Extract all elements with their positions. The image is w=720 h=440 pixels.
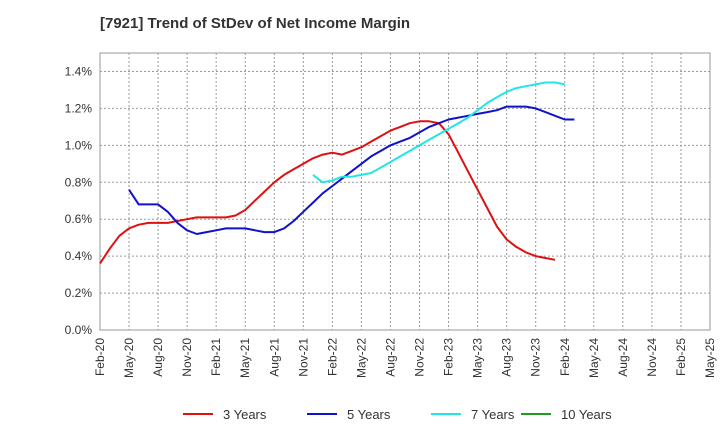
legend-label: 3 Years — [223, 407, 267, 422]
x-tick-label: Aug-21 — [267, 338, 281, 377]
series-line — [99, 120, 556, 265]
x-tick-label: Nov-24 — [645, 338, 659, 377]
x-tick-label: Feb-23 — [442, 338, 456, 376]
y-tick-label: 0.2% — [65, 286, 93, 300]
y-tick-label: 0.4% — [65, 249, 93, 263]
series-line — [128, 105, 575, 235]
x-tick-label: Feb-25 — [674, 338, 688, 376]
legend-label: 10 Years — [561, 407, 612, 422]
x-tick-label: Nov-20 — [180, 338, 194, 377]
x-tick-label: Feb-21 — [209, 338, 223, 376]
y-tick-label: 0.8% — [65, 175, 93, 189]
x-tick-label: Aug-24 — [616, 338, 630, 377]
y-tick-label: 1.2% — [65, 101, 93, 115]
legend: 3 Years 5 Years 7 Years 10 Years — [183, 407, 612, 422]
x-tick-label: Aug-22 — [383, 338, 397, 377]
y-axis: 0.0% 0.2% 0.4% 0.6% 0.8% 1.0% 1.2% 1.4% — [65, 64, 93, 337]
x-tick-label: Feb-20 — [93, 338, 107, 376]
x-tick-label: Nov-21 — [296, 338, 310, 377]
grid — [100, 53, 710, 330]
y-tick-label: 1.0% — [65, 138, 93, 152]
y-tick-label: 0.0% — [65, 323, 93, 337]
x-tick-label: May-25 — [703, 338, 717, 378]
series-lines — [99, 81, 575, 265]
plot-border — [99, 52, 711, 331]
x-tick-label: May-23 — [471, 338, 485, 378]
x-tick-label: May-20 — [122, 338, 136, 378]
x-axis: Feb-20 May-20 Aug-20 Nov-20 Feb-21 May-21 Aug-… — [93, 338, 717, 378]
x-tick-label: Nov-22 — [413, 338, 427, 377]
x-tick-label: May-21 — [238, 338, 252, 378]
y-tick-label: 0.6% — [65, 212, 93, 226]
chart-title: [7921] Trend of StDev of Net Income Marg… — [100, 15, 410, 32]
y-tick-label: 1.4% — [65, 64, 93, 78]
x-tick-label: Aug-23 — [500, 338, 514, 377]
x-tick-label: May-22 — [354, 338, 368, 378]
legend-label: 5 Years — [347, 407, 391, 422]
x-tick-label: Feb-24 — [558, 338, 572, 376]
x-tick-label: May-24 — [587, 338, 601, 378]
x-tick-label: Nov-23 — [529, 338, 543, 377]
x-tick-label: Feb-22 — [325, 338, 339, 376]
legend-label: 7 Years — [471, 407, 515, 422]
x-tick-label: Aug-20 — [151, 338, 165, 377]
series-line — [312, 81, 565, 184]
